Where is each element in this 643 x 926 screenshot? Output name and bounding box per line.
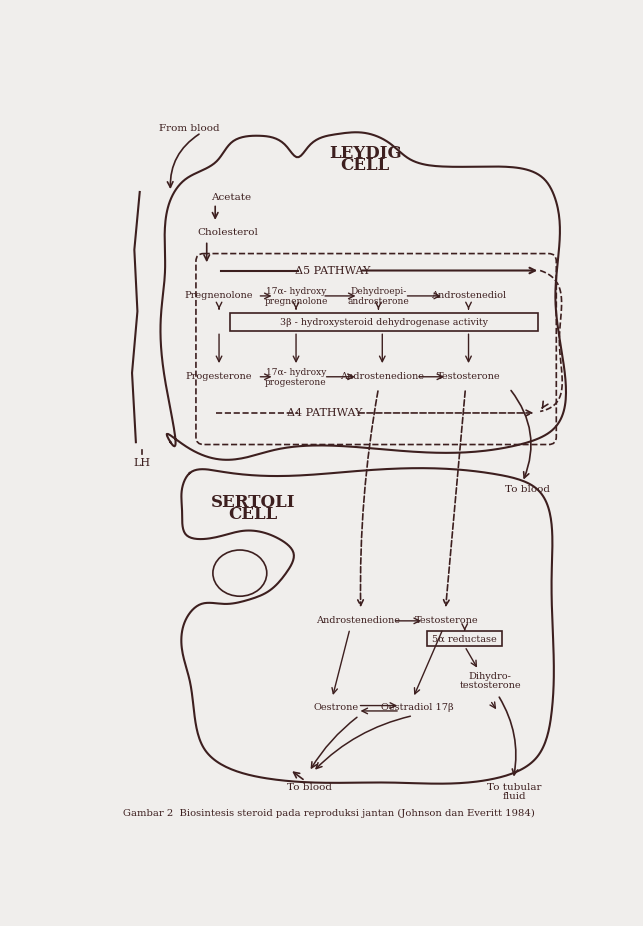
Text: 17α- hydroxy: 17α- hydroxy [266, 368, 326, 377]
Text: LH: LH [134, 458, 150, 468]
Text: Oestrone: Oestrone [314, 704, 359, 712]
Text: Androstenedione: Androstenedione [316, 617, 400, 625]
Text: Progesterone: Progesterone [186, 372, 252, 382]
Text: Androstenediol: Androstenediol [431, 292, 506, 300]
Text: To blood: To blood [505, 485, 550, 494]
Text: Oestradiol 17β: Oestradiol 17β [381, 704, 453, 712]
Text: androsterone: androsterone [348, 297, 410, 306]
Text: Δ5 PATHWAY: Δ5 PATHWAY [294, 266, 370, 276]
Text: 5α reductase: 5α reductase [432, 635, 497, 644]
Text: To blood: To blood [287, 782, 332, 792]
Text: CELL: CELL [228, 507, 278, 523]
Text: LEYDIG: LEYDIG [329, 145, 402, 162]
Text: testosterone: testosterone [459, 681, 521, 690]
Text: Gambar 2  Biosintesis steroid pada reproduksi jantan (Johnson dan Everitt 1984): Gambar 2 Biosintesis steroid pada reprod… [123, 808, 535, 818]
Text: From blood: From blood [159, 123, 220, 132]
Text: Δ4 PATHWAY: Δ4 PATHWAY [287, 408, 362, 418]
Text: To tubular: To tubular [487, 782, 542, 792]
Text: Cholesterol: Cholesterol [197, 229, 258, 237]
Text: 3β - hydroxysteroid dehydrogenase activity: 3β - hydroxysteroid dehydrogenase activi… [280, 319, 488, 328]
Text: Androstenedione: Androstenedione [340, 372, 424, 382]
Text: Testosterone: Testosterone [415, 617, 479, 625]
Text: Dihydro-: Dihydro- [469, 671, 512, 681]
Text: 17α- hydroxy: 17α- hydroxy [266, 287, 326, 295]
Text: Testosterone: Testosterone [437, 372, 500, 382]
Text: fluid: fluid [503, 792, 527, 801]
Text: Dehydroepi-: Dehydroepi- [350, 287, 406, 295]
Text: Acetate: Acetate [212, 193, 251, 202]
Text: pregnenolone: pregnenolone [264, 297, 328, 306]
Text: Pregnenolone: Pregnenolone [185, 292, 253, 300]
Text: SERTOLI: SERTOLI [211, 494, 295, 511]
Text: CELL: CELL [341, 156, 390, 173]
Text: progesterone: progesterone [265, 378, 327, 387]
